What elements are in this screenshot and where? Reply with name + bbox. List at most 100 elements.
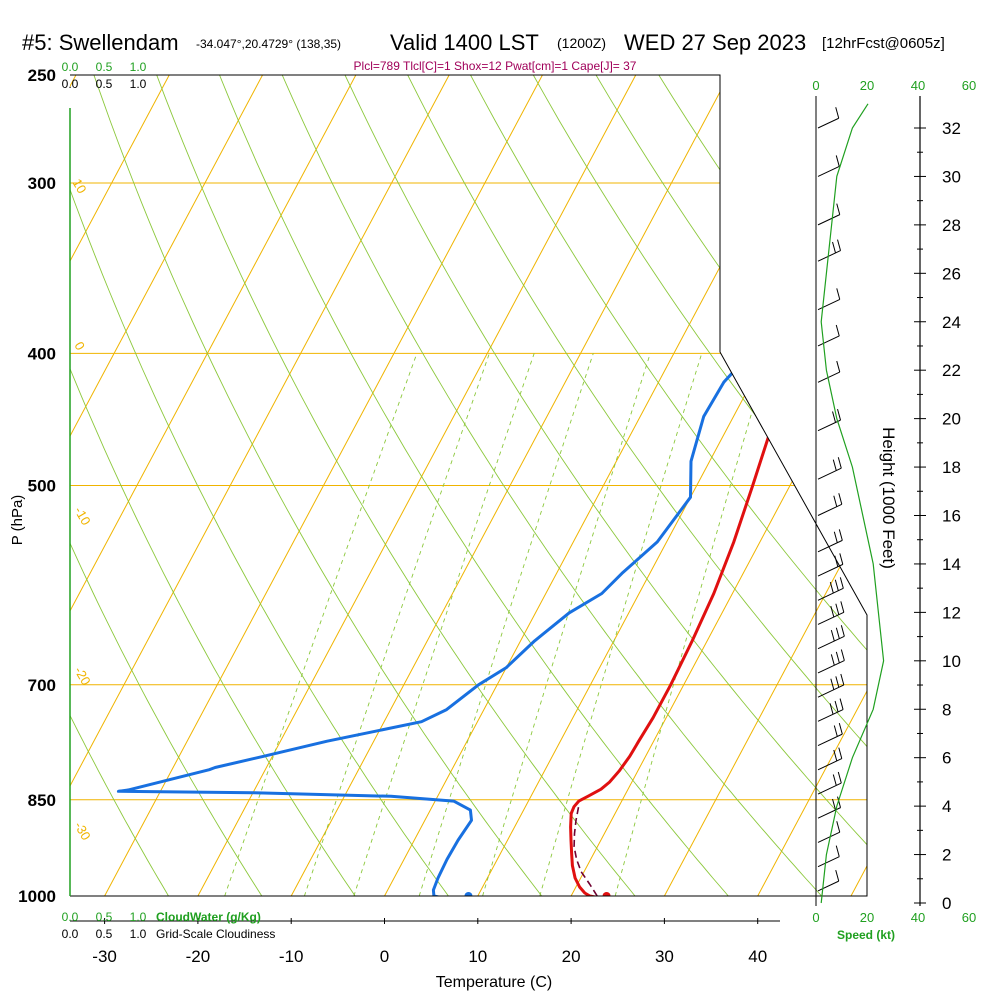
- cloud-water-scale-label: 0.5: [96, 60, 113, 74]
- height-tick-label: 30: [942, 167, 961, 186]
- wind-barb: [817, 467, 842, 480]
- cloudiness-label: Grid-Scale Cloudiness: [156, 927, 275, 941]
- dry-adiabat: [93, 75, 543, 896]
- station-coords: -34.047°,20.4729° (138,35): [196, 37, 341, 51]
- mixing-ratio-line: [482, 353, 651, 896]
- cloud-water-label: CloudWater (g/Kg): [156, 910, 261, 924]
- pressure-ticks: 250 300 400 500 700 850 1000: [18, 66, 56, 906]
- height-tick-label: 28: [942, 216, 961, 235]
- speed-tick-label: 60: [962, 910, 976, 925]
- isotherm: [70, 75, 170, 263]
- wind-barb: [817, 660, 845, 674]
- height-tick-label: 22: [942, 361, 961, 380]
- wind-barb-flag: [833, 749, 838, 762]
- pressure-tick-label: 500: [28, 477, 56, 496]
- wind-barb-flag: [838, 723, 843, 735]
- temperature-ticks: -30 -20 -10 0 10 20 30 40: [70, 918, 780, 966]
- isotherm: [570, 340, 867, 896]
- height-tick-label: 18: [942, 458, 961, 477]
- height-axis-label: Height (1000 Feet): [879, 427, 898, 569]
- wind-barb-flag: [835, 107, 840, 119]
- height-tick-label: 16: [942, 507, 961, 526]
- wind-barb-flag: [835, 676, 840, 688]
- temperature-tick-label: 30: [655, 947, 674, 966]
- wind-barb-flag: [838, 493, 843, 505]
- pressure-tick-label: 250: [28, 66, 56, 85]
- wind-barb-flag: [829, 582, 834, 594]
- cloud-water-scale-label: 1.0: [130, 910, 147, 924]
- mixing-ratio-label: 2: [300, 902, 318, 917]
- zulu-time: (1200Z): [557, 35, 606, 51]
- wind-barb-flag: [839, 698, 844, 710]
- wind-barb: [817, 539, 843, 553]
- wind-barb: [817, 419, 841, 432]
- speed-axis-label: Speed (kt): [837, 928, 895, 942]
- cloudiness-scale-label: 1.0: [130, 77, 147, 91]
- dry-adiabat: [70, 542, 263, 896]
- mixing-ratio-label: 5: [416, 902, 434, 917]
- dry-adiabat: [219, 75, 729, 896]
- wind-barb-flag: [830, 678, 835, 690]
- wind-barb-flag: [837, 796, 842, 808]
- cloudiness-scale-label: 0.0: [62, 77, 79, 91]
- temperature-tick-label: 40: [748, 947, 767, 966]
- parcel-profile: [573, 806, 598, 896]
- mixing-ratio-line: [614, 353, 770, 896]
- wind-barb-flag: [832, 459, 837, 471]
- dry-adiabat: [70, 367, 356, 896]
- cloud-water-scale-label: 0.5: [96, 910, 113, 924]
- wind-barb: [817, 856, 840, 868]
- isotherm: [70, 75, 450, 787]
- wind-barb-flag: [829, 703, 834, 715]
- pressure-tick-label: 400: [28, 344, 56, 363]
- wind-barb-flag: [837, 457, 842, 469]
- speed-tick-label: 20: [860, 910, 874, 925]
- isotherm: [757, 689, 867, 896]
- cloudiness-scale-label: 1.0: [130, 927, 147, 941]
- dry-adiabat: [70, 714, 170, 896]
- temperature-tick-label: -20: [186, 947, 211, 966]
- isotherm: [197, 75, 637, 896]
- isotherm-label: -10: [71, 504, 93, 528]
- cloud-scale-bottom: 0.0 0.5 1.0 0.0 0.5 1.0: [62, 108, 147, 941]
- wind-barb-flag: [840, 601, 845, 613]
- plot-border: [70, 74, 868, 897]
- speed-ticks-bottom: 0 20 40 60: [812, 910, 976, 925]
- height-tick-label: 6: [942, 749, 951, 768]
- wind-barb: [817, 335, 840, 347]
- dry-adiabat: [532, 75, 867, 557]
- wind-barb-flag: [835, 603, 840, 615]
- mixing-ratio-label: 20: [612, 895, 634, 917]
- wind-barb-flag: [836, 360, 841, 373]
- cloud-water-scale-label: 0.0: [62, 910, 79, 924]
- temperature-tick-label: -30: [92, 947, 117, 966]
- wind-barb: [817, 587, 844, 601]
- wind-barb-flag: [835, 651, 840, 664]
- wind-barb: [817, 214, 840, 226]
- wind-barb-flag: [838, 747, 843, 759]
- wind-barb: [817, 298, 840, 311]
- wind-barb-flag: [837, 771, 842, 784]
- height-tick-label: 24: [942, 313, 961, 332]
- temperature-tick-label: 0: [380, 947, 389, 966]
- wind-barb-flag: [833, 495, 838, 507]
- wind-barb-flag: [833, 531, 838, 543]
- height-tick-label: 14: [942, 555, 961, 574]
- speed-tick-label: 40: [911, 78, 925, 93]
- cloud-water-trace: [820, 103, 885, 904]
- temperature-surface-marker: [602, 892, 611, 896]
- wind-barb-flag: [832, 798, 837, 811]
- cloud-water-scale-label: 1.0: [130, 60, 147, 74]
- dry-adiabat: [469, 75, 867, 651]
- wind-barb: [817, 165, 840, 177]
- wind-barb-flag: [835, 627, 840, 639]
- isotherm: [70, 75, 357, 613]
- forecast-label: [12hrFcst@0605z]: [822, 35, 945, 52]
- height-tick-label: 2: [942, 846, 951, 865]
- cloudiness-scale-label: 0.5: [96, 77, 113, 91]
- wind-barb: [817, 371, 840, 383]
- wind-barb-flag: [833, 725, 838, 737]
- isotherm: [290, 75, 730, 896]
- isotherm-label: 10: [69, 176, 89, 196]
